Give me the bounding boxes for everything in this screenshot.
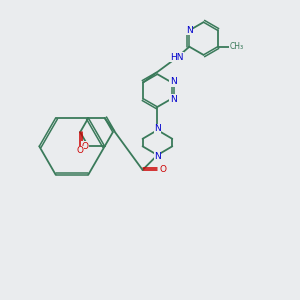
Text: N: N bbox=[154, 152, 161, 161]
Text: O: O bbox=[77, 146, 84, 155]
Text: O: O bbox=[159, 165, 166, 174]
Text: N: N bbox=[154, 124, 161, 133]
Text: N: N bbox=[170, 95, 176, 104]
Text: N: N bbox=[170, 77, 176, 86]
Text: O: O bbox=[81, 142, 88, 151]
Text: N: N bbox=[186, 26, 193, 35]
Text: HN: HN bbox=[170, 52, 183, 62]
Text: CH₃: CH₃ bbox=[229, 42, 243, 51]
